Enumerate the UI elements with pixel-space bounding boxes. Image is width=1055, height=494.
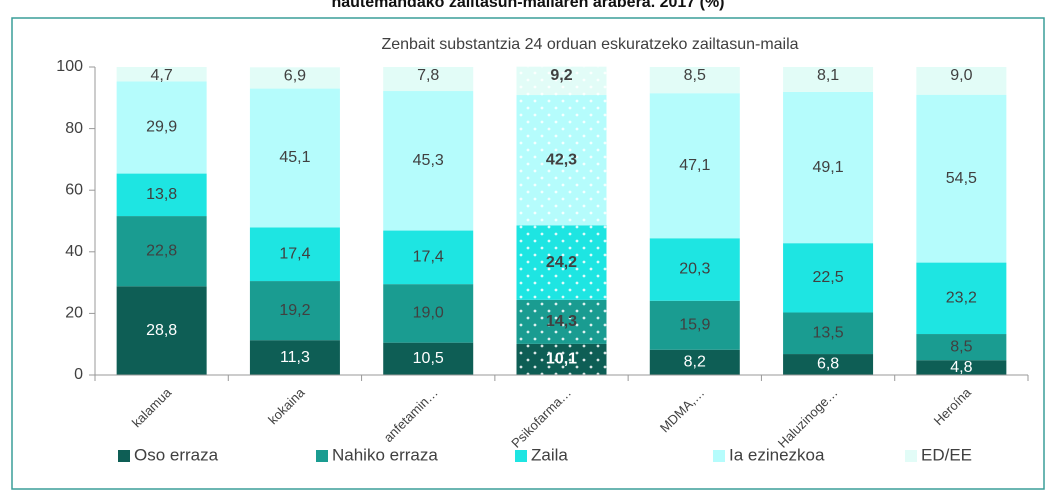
bar-segment (249, 67, 340, 89)
data-label: 19,0 (413, 305, 444, 322)
bar-segment (249, 88, 340, 228)
data-label: 10,1 (546, 351, 577, 368)
data-label: 23,2 (946, 290, 977, 307)
data-label: 15,9 (679, 316, 710, 333)
bar-segment (649, 67, 740, 94)
chart-title: hautemandako zailtasun-mailaren arabera.… (331, 0, 724, 11)
data-label: 14,3 (546, 313, 577, 330)
data-label: 22,5 (813, 269, 844, 286)
bar-segment (383, 342, 474, 375)
bar-segment (783, 243, 874, 313)
chart-subtitle: Zenbait substantzia 24 orduan eskuratzek… (381, 36, 798, 53)
data-label: 20,3 (679, 261, 710, 278)
bar-segment (649, 238, 740, 301)
highlight-pattern (516, 66, 607, 96)
data-label: 11,3 (280, 349, 310, 366)
data-label: 29,9 (146, 119, 177, 136)
bar-segment (116, 216, 207, 287)
bar-segment (649, 300, 740, 350)
data-label: 8,1 (817, 67, 839, 84)
data-label: 9,0 (950, 67, 972, 84)
bar-segment (116, 173, 207, 217)
data-label: 9,2 (550, 67, 572, 84)
legend-label: Oso erraza (134, 445, 219, 464)
bar-segment (916, 262, 1007, 335)
bar-segment (916, 94, 1007, 263)
data-label: 4,8 (950, 359, 972, 376)
data-label: 42,3 (546, 151, 577, 168)
legend-swatch (118, 450, 130, 462)
data-label: 6,8 (817, 356, 839, 373)
data-label: 24,2 (546, 254, 577, 271)
data-label: 45,1 (279, 149, 310, 166)
bar-segment (383, 67, 474, 92)
bar-segment (916, 67, 1007, 95)
highlight-pattern (516, 343, 607, 375)
bar-segment (249, 340, 340, 375)
y-tick-label: 0 (74, 366, 83, 383)
bar-segment (916, 360, 1007, 375)
data-label: 54,5 (946, 170, 977, 187)
data-label: 8,5 (684, 67, 706, 84)
data-label: 47,1 (679, 157, 710, 174)
bar-segment (383, 91, 474, 231)
bar-segment (649, 93, 740, 239)
data-label: 7,8 (417, 67, 439, 84)
bar-segment (649, 349, 740, 375)
bar-segment (249, 227, 340, 282)
data-label: 4,7 (151, 67, 173, 84)
data-label: 28,8 (146, 322, 177, 339)
bar-segment (383, 284, 474, 343)
bar-segment (783, 67, 874, 92)
highlight-pattern (516, 95, 607, 226)
bar-segment (116, 67, 207, 82)
bar-segment (783, 91, 874, 244)
bar-segment (116, 286, 207, 375)
legend-swatch (905, 450, 917, 462)
bar-segment (783, 354, 874, 375)
data-label: 45,3 (413, 152, 444, 169)
data-label: 8,2 (684, 354, 706, 371)
legend-swatch (515, 450, 527, 462)
bar-segment (116, 81, 207, 174)
bar-segment (249, 281, 340, 341)
data-label: 8,5 (950, 338, 972, 355)
bar-segment (783, 312, 874, 355)
data-label: 17,4 (413, 249, 444, 266)
legend-swatch (316, 450, 328, 462)
legend-label: ED/EE (921, 445, 972, 464)
bar-segment (383, 230, 474, 285)
y-tick-label: 20 (65, 305, 83, 322)
data-label: 22,8 (146, 242, 177, 259)
y-tick-label: 40 (65, 243, 83, 260)
highlight-pattern (516, 225, 607, 300)
bar-segment (916, 334, 1007, 361)
data-label: 19,2 (279, 302, 310, 319)
legend-label: Zaila (531, 445, 568, 464)
highlight-pattern (516, 299, 607, 344)
data-label: 10,5 (413, 350, 444, 367)
data-label: 49,1 (813, 159, 844, 176)
data-label: 6,9 (284, 68, 306, 85)
legend-swatch (713, 450, 725, 462)
y-tick-label: 100 (56, 58, 83, 75)
legend-label: Nahiko erraza (332, 445, 438, 464)
data-label: 13,8 (146, 186, 177, 203)
legend-label: Ia ezinezkoa (729, 445, 825, 464)
y-tick-label: 80 (65, 120, 83, 137)
y-tick-label: 60 (65, 181, 83, 198)
data-label: 13,5 (813, 324, 844, 341)
data-label: 17,4 (279, 245, 310, 262)
